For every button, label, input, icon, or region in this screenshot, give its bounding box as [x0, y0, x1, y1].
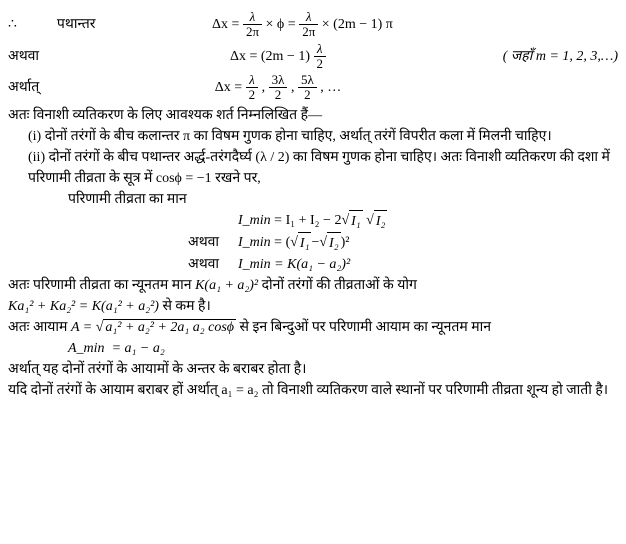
final-1: अर्थात् यह दोनों तरंगों के आयामों के अन्… — [8, 359, 618, 380]
resultant-intensity-label: परिणामी तीव्रता का मान — [8, 189, 618, 210]
eq3: Δx = λ2 , 3λ2 , 5λ2 , … — [98, 73, 458, 103]
imin-equations: I_min = I₁ + I₂ − 2I₁ I₂ अथवा I_min = (I… — [188, 210, 618, 275]
eq2: Δx = (2m − 1) λ2 — [98, 42, 458, 72]
or-label-3: अथवा — [188, 254, 238, 275]
conclusion-1: अतः परिणामी तीव्रता का न्यूनतम मान K(a₁ … — [8, 275, 618, 296]
path-diff-label: पथान्तर — [17, 14, 147, 35]
therefore-symbol: ∴ — [8, 14, 17, 35]
condition-ii: (ii) दोनों तरंगों के बीच पथान्तर अर्द्ध-… — [8, 147, 618, 189]
eq-line-2: अथवा Δx = (2m − 1) λ2 ( जहाँ m = 1, 2, 3… — [8, 42, 618, 72]
final-2: यदि दोनों तरंगों के आयाम बराबर हों अर्था… — [8, 380, 618, 401]
or-label-2: अथवा — [188, 232, 238, 254]
eq-line-3: अर्थात् Δx = λ2 , 3λ2 , 5λ2 , … — [8, 73, 618, 103]
condition-i: (i) दोनों तरंगों के बीच कलान्तर π का विष… — [8, 126, 618, 147]
where-note: ( जहाँ m = 1, 2, 3,…) — [458, 46, 618, 67]
or-label-1: अथवा — [8, 46, 98, 67]
conclusion-2: Ka₁² + Ka₂² = K(a₁² + a₂²) से कम है। — [8, 296, 618, 317]
amplitude-line: अतः आयाम A = a₁² + a₂² + 2a₁ a₂ cosϕ से … — [8, 317, 618, 338]
ie-label: अर्थात् — [8, 77, 98, 98]
amin-eq: A_min = a₁ − a₂ — [8, 338, 618, 359]
conditions-intro: अतः विनाशी व्यतिकरण के लिए आवश्यक शर्त न… — [8, 105, 618, 126]
eq-line-1: ∴ पथान्तर Δx = λ2π × ϕ = λ2π × (2m − 1) … — [8, 10, 618, 40]
eq1: Δx = λ2π × ϕ = λ2π × (2m − 1) π — [147, 10, 458, 40]
